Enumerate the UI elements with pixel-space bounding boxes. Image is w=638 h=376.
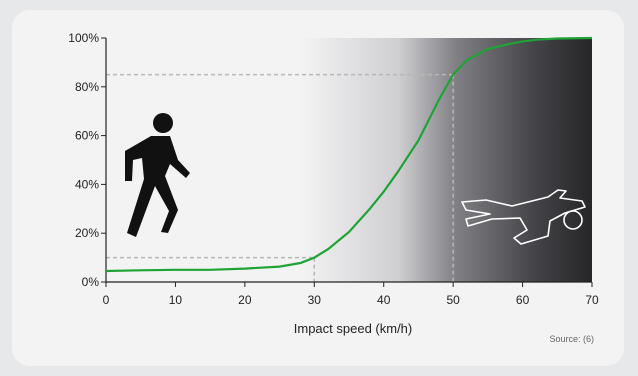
reference-lines [106, 73, 454, 282]
walking-pedestrian-icon [125, 113, 190, 237]
x-tick-label: 40 [377, 293, 391, 307]
y-tick-label: 40% [75, 177, 99, 191]
plot-background [108, 38, 592, 282]
x-tick-label: 10 [169, 293, 183, 307]
y-tick-label: 0% [82, 275, 100, 289]
x-tick-label: 60 [516, 293, 530, 307]
y-tick-label: 100% [68, 31, 99, 45]
y-tick-label: 60% [75, 129, 99, 143]
risk-curve-line [105, 36, 593, 273]
y-tick-label: 80% [75, 80, 99, 94]
x-tick-label: 30 [308, 293, 322, 307]
x-tick-label: 70 [585, 293, 599, 307]
x-tick-label: 20 [238, 293, 252, 307]
fallen-body-outline-icon [461, 189, 586, 245]
y-tick-label: 20% [75, 226, 99, 240]
source-note: Source: (6) [549, 334, 594, 344]
x-tick-label: 0 [103, 293, 110, 307]
x-axis-title: Impact speed (km/h) [294, 321, 413, 336]
axis-ticks: 0 10 20 30 40 50 60 70 0% 20% 40% 60% 80% 100% [68, 31, 599, 307]
x-tick-label: 50 [446, 293, 460, 307]
